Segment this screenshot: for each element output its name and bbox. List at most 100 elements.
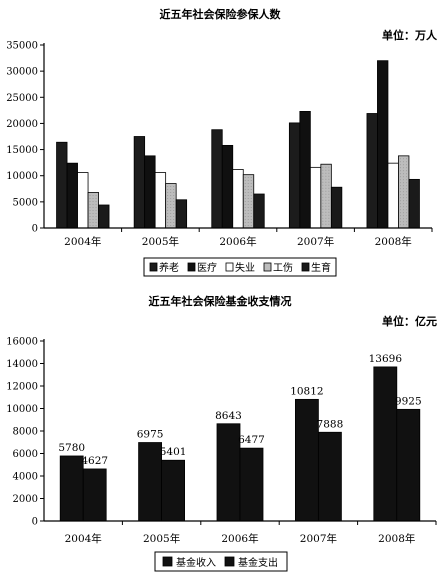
chart1-title: 近五年社会保险参保人数 (160, 7, 282, 21)
chart2-y-tick-label: 6000 (13, 449, 38, 460)
chart2-x-axis: 2004年 2005年 2006年 2007年 2008年 (65, 521, 437, 545)
insured-persons-chart: 近五年社会保险参保人数 单位：万人 0 5000 10000 15000 20000 25… (6, 7, 438, 277)
chart2-bar-基金支出-2008年 (396, 408, 421, 522)
chart2-y-tick-label: 14000 (6, 359, 38, 370)
chart2-legend-swatch (224, 556, 235, 567)
chart1-y-tick-label: 10000 (6, 171, 38, 182)
chart2-legend-label: 基金收入 (176, 556, 216, 569)
chart2-y-tick-label: 10000 (6, 404, 38, 415)
chart1-legend-swatch (263, 262, 272, 272)
chart2-bar-基金支出-2004年 (82, 468, 107, 522)
chart1-y-tick-label: 0 (32, 224, 38, 235)
chart1-bar-失业-2005年 (154, 172, 167, 229)
chart1-y-tick-label: 20000 (6, 119, 38, 130)
chart1-x-axis: 2004年 2005年 2006年 2007年 2008年 (64, 228, 433, 248)
chart2-bar-基金收入-2008年 (373, 366, 398, 522)
chart1-bar-养老-2006年 (211, 129, 223, 229)
chart2-y-tick-label: 8000 (13, 427, 38, 438)
chart2-bar-基金收入-2006年 (216, 423, 241, 522)
chart1-legend-label: 医疗 (197, 261, 217, 274)
chart2-y-tick-label: 2000 (13, 494, 38, 505)
chart1-bar-医疗-2004年 (66, 162, 78, 229)
chart1-bars (56, 60, 420, 229)
chart1-category-label: 2008年 (375, 235, 412, 248)
chart1-legend-swatch (187, 262, 196, 272)
chart1-category-label: 2005年 (142, 235, 179, 248)
chart2-bars (59, 366, 421, 522)
chart1-category-label: 2006年 (219, 235, 256, 248)
chart1-bar-生育-2005年 (175, 199, 188, 229)
chart1-bar-生育-2007年 (330, 186, 343, 229)
chart1-legend-swatch (301, 262, 310, 272)
chart1-y-axis: 0 5000 10000 15000 20000 25000 30000 35000 (6, 41, 44, 235)
chart2-data-label: 6477 (238, 434, 265, 446)
chart1-bar-失业-2006年 (232, 169, 244, 229)
chart2-data-label: 8643 (215, 410, 242, 422)
fund-income-expense-chart: 近五年社会保险基金收支情况 单位：亿元 0 2000 4000 6000 8000 100… (6, 294, 437, 572)
chart2-data-label: 13696 (369, 353, 403, 365)
chart1-bar-养老-2008年 (366, 113, 378, 229)
chart1-bar-工伤-2006年 (242, 174, 255, 229)
chart1-bar-失业-2008年 (387, 162, 399, 229)
chart2-legend-swatch (162, 556, 173, 567)
chart1-bar-生育-2004年 (98, 204, 110, 229)
chart1-bar-生育-2008年 (408, 178, 420, 229)
chart2-data-label: 4627 (81, 455, 108, 467)
chart2-category-label: 2004年 (65, 532, 102, 545)
chart2-data-label: 9925 (395, 395, 422, 407)
chart1-y-tick-label: 35000 (6, 41, 38, 52)
chart1-axis-lines (43, 43, 432, 229)
chart2-bar-基金收入-2004年 (59, 455, 84, 522)
chart1-category-label: 2007年 (297, 235, 334, 248)
chart2-data-label: 10812 (290, 385, 323, 397)
chart1-bar-医疗-2006年 (221, 144, 234, 229)
chart1-legend-box (143, 257, 337, 277)
chart1-y-tick-label: 25000 (6, 93, 38, 104)
chart1-legend-label: 养老 (159, 261, 179, 274)
chart2-data-label: 5780 (58, 442, 85, 454)
chart2-category-label: 2008年 (378, 532, 415, 545)
chart2-y-tick-label: 0 (32, 517, 38, 528)
chart2-y-tick-label: 16000 (6, 337, 38, 348)
chart1-legend-swatch (149, 262, 158, 272)
chart1-legend: 养老 医疗 失业 工伤 生育 (143, 257, 337, 277)
chart1-bar-养老-2005年 (133, 136, 146, 229)
chart2-data-label: 6975 (137, 429, 164, 441)
chart1-unit-label: 单位：万人 (382, 28, 438, 42)
chart2-y-axis: 0 2000 4000 6000 8000 10000 12000 14000 16000 (6, 337, 44, 528)
chart1-category-label: 2004年 (64, 235, 101, 248)
chart2-y-tick-label: 4000 (13, 472, 38, 483)
chart1-legend-label: 工伤 (273, 261, 293, 274)
chart2-legend: 基金收入 基金支出 (154, 551, 288, 572)
chart1-bar-医疗-2008年 (377, 60, 389, 229)
chart2-y-tick-label: 12000 (6, 382, 38, 393)
chart2-axis-lines (43, 339, 436, 522)
chart2-bar-基金收入-2007年 (294, 398, 319, 522)
chart2-bar-基金支出-2005年 (161, 459, 186, 522)
chart1-bar-医疗-2005年 (144, 155, 156, 229)
chart1-y-tick-label: 30000 (6, 67, 38, 78)
chart2-bar-基金支出-2006年 (239, 447, 264, 522)
chart1-bar-医疗-2007年 (299, 111, 311, 229)
chart1-bar-工伤-2005年 (165, 183, 177, 229)
chart2-data-label: 5401 (160, 446, 187, 458)
chart1-bar-失业-2007年 (309, 166, 322, 229)
chart1-y-tick-label: 15000 (6, 145, 38, 156)
chart2-category-label: 2005年 (143, 532, 180, 545)
chart2-bar-基金收入-2005年 (138, 442, 163, 522)
chart2-category-label: 2007年 (300, 532, 337, 545)
chart1-bar-养老-2007年 (288, 122, 301, 229)
chart2-legend-label: 基金支出 (238, 556, 278, 569)
chart2-bar-基金支出-2007年 (317, 431, 342, 522)
chart1-y-tick-label: 5000 (13, 197, 38, 208)
chart1-bar-失业-2004年 (77, 172, 89, 229)
chart2-category-label: 2006年 (221, 532, 258, 545)
chart1-legend-swatch (225, 262, 234, 272)
chart1-legend-label: 生育 (311, 261, 331, 274)
chart2-data-label: 7888 (317, 418, 344, 430)
chart1-bar-养老-2004年 (56, 141, 68, 229)
chart1-bar-生育-2006年 (253, 193, 265, 229)
chart1-legend-label: 失业 (235, 261, 255, 274)
